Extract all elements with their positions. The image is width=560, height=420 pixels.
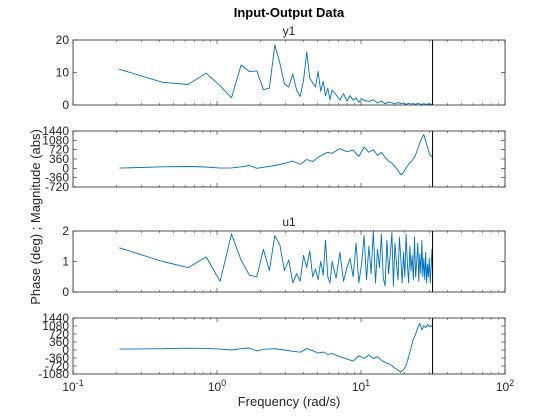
u1-phase-ytick-label: 0 [62, 343, 69, 357]
u1-phase-ytick-label: -1080 [38, 367, 69, 381]
u1-magnitude-subtitle: u1 [282, 215, 296, 229]
y1-phase-ytick-label: 1080 [42, 133, 69, 147]
x-tick-label-exponent: 2 [509, 378, 514, 388]
y1-magnitude-panel: y1 0 10 20 [56, 24, 506, 112]
u1-magnitude-ytick-label: 2 [62, 224, 69, 238]
u1-magnitude-series-line-0 [119, 231, 434, 287]
x-tick-label-base: 10 [352, 380, 366, 394]
u1-phase-plot-area [73, 318, 505, 374]
y1-magnitude-ytick-label: 0 [62, 98, 69, 112]
u1-phase-ytick-label: -720 [45, 359, 69, 373]
y-axis-label: Phase (deg) ; Magnitude (abs) [28, 129, 43, 305]
y1-phase-plot-area [73, 131, 505, 187]
y1-magnitude-subtitle: y1 [283, 24, 296, 38]
u1-magnitude-ytick-label: 1 [62, 255, 69, 269]
y1-phase-ytick-label: 1440 [42, 124, 69, 138]
panels-group: y101020-720-360036072010801440u1012-1080… [38, 24, 514, 394]
x-tick-label-exponent: -1 [76, 378, 84, 388]
x-tick-label: 100 [208, 378, 226, 394]
x-tick-label-exponent: 0 [221, 378, 226, 388]
u1-phase-ytick-label: 1440 [42, 311, 69, 325]
u1-phase-ytick-label: 360 [49, 335, 69, 349]
u1-magnitude-panel: u1 0 1 2 [62, 215, 506, 299]
y1-phase-ytick-label: -360 [45, 171, 69, 185]
x-tick-label-base: 10 [62, 380, 76, 394]
x-tick-label: 101 [352, 378, 370, 394]
x-tick-label-base: 10 [208, 380, 222, 394]
y1-phase-ytick-label: 720 [49, 143, 69, 157]
u1-phase-ytick-label: 1080 [42, 319, 69, 333]
x-tick-label-exponent: 1 [365, 378, 370, 388]
chart-title: Input-Output Data [234, 5, 345, 20]
y1-phase-series-line-0 [119, 134, 433, 176]
y1-phase-ytick-label: 360 [49, 152, 69, 166]
x-axis-label: Frequency (rad/s) [238, 394, 341, 409]
u1-phase-ytick-label: -360 [45, 351, 69, 365]
y1-phase-ytick-label: -720 [45, 180, 69, 194]
x-tick-label: 10-1 [62, 378, 83, 394]
u1-phase-series-line-0 [119, 322, 433, 373]
y1-phase-ytick-label: 0 [62, 161, 69, 175]
x-tick-label-base: 10 [496, 380, 510, 394]
y1-magnitude-ytick-label: 20 [56, 33, 70, 47]
u1-phase-axes-box [72, 317, 506, 375]
u1-phase-ytick-label: 720 [49, 327, 69, 341]
u1-magnitude-ytick-label: 0 [62, 285, 69, 299]
y1-magnitude-series-line-0 [119, 44, 433, 105]
y1-magnitude-ytick-label: 10 [56, 66, 70, 80]
x-tick-label: 102 [496, 378, 514, 394]
y1-magnitude-plot-area [73, 40, 505, 105]
